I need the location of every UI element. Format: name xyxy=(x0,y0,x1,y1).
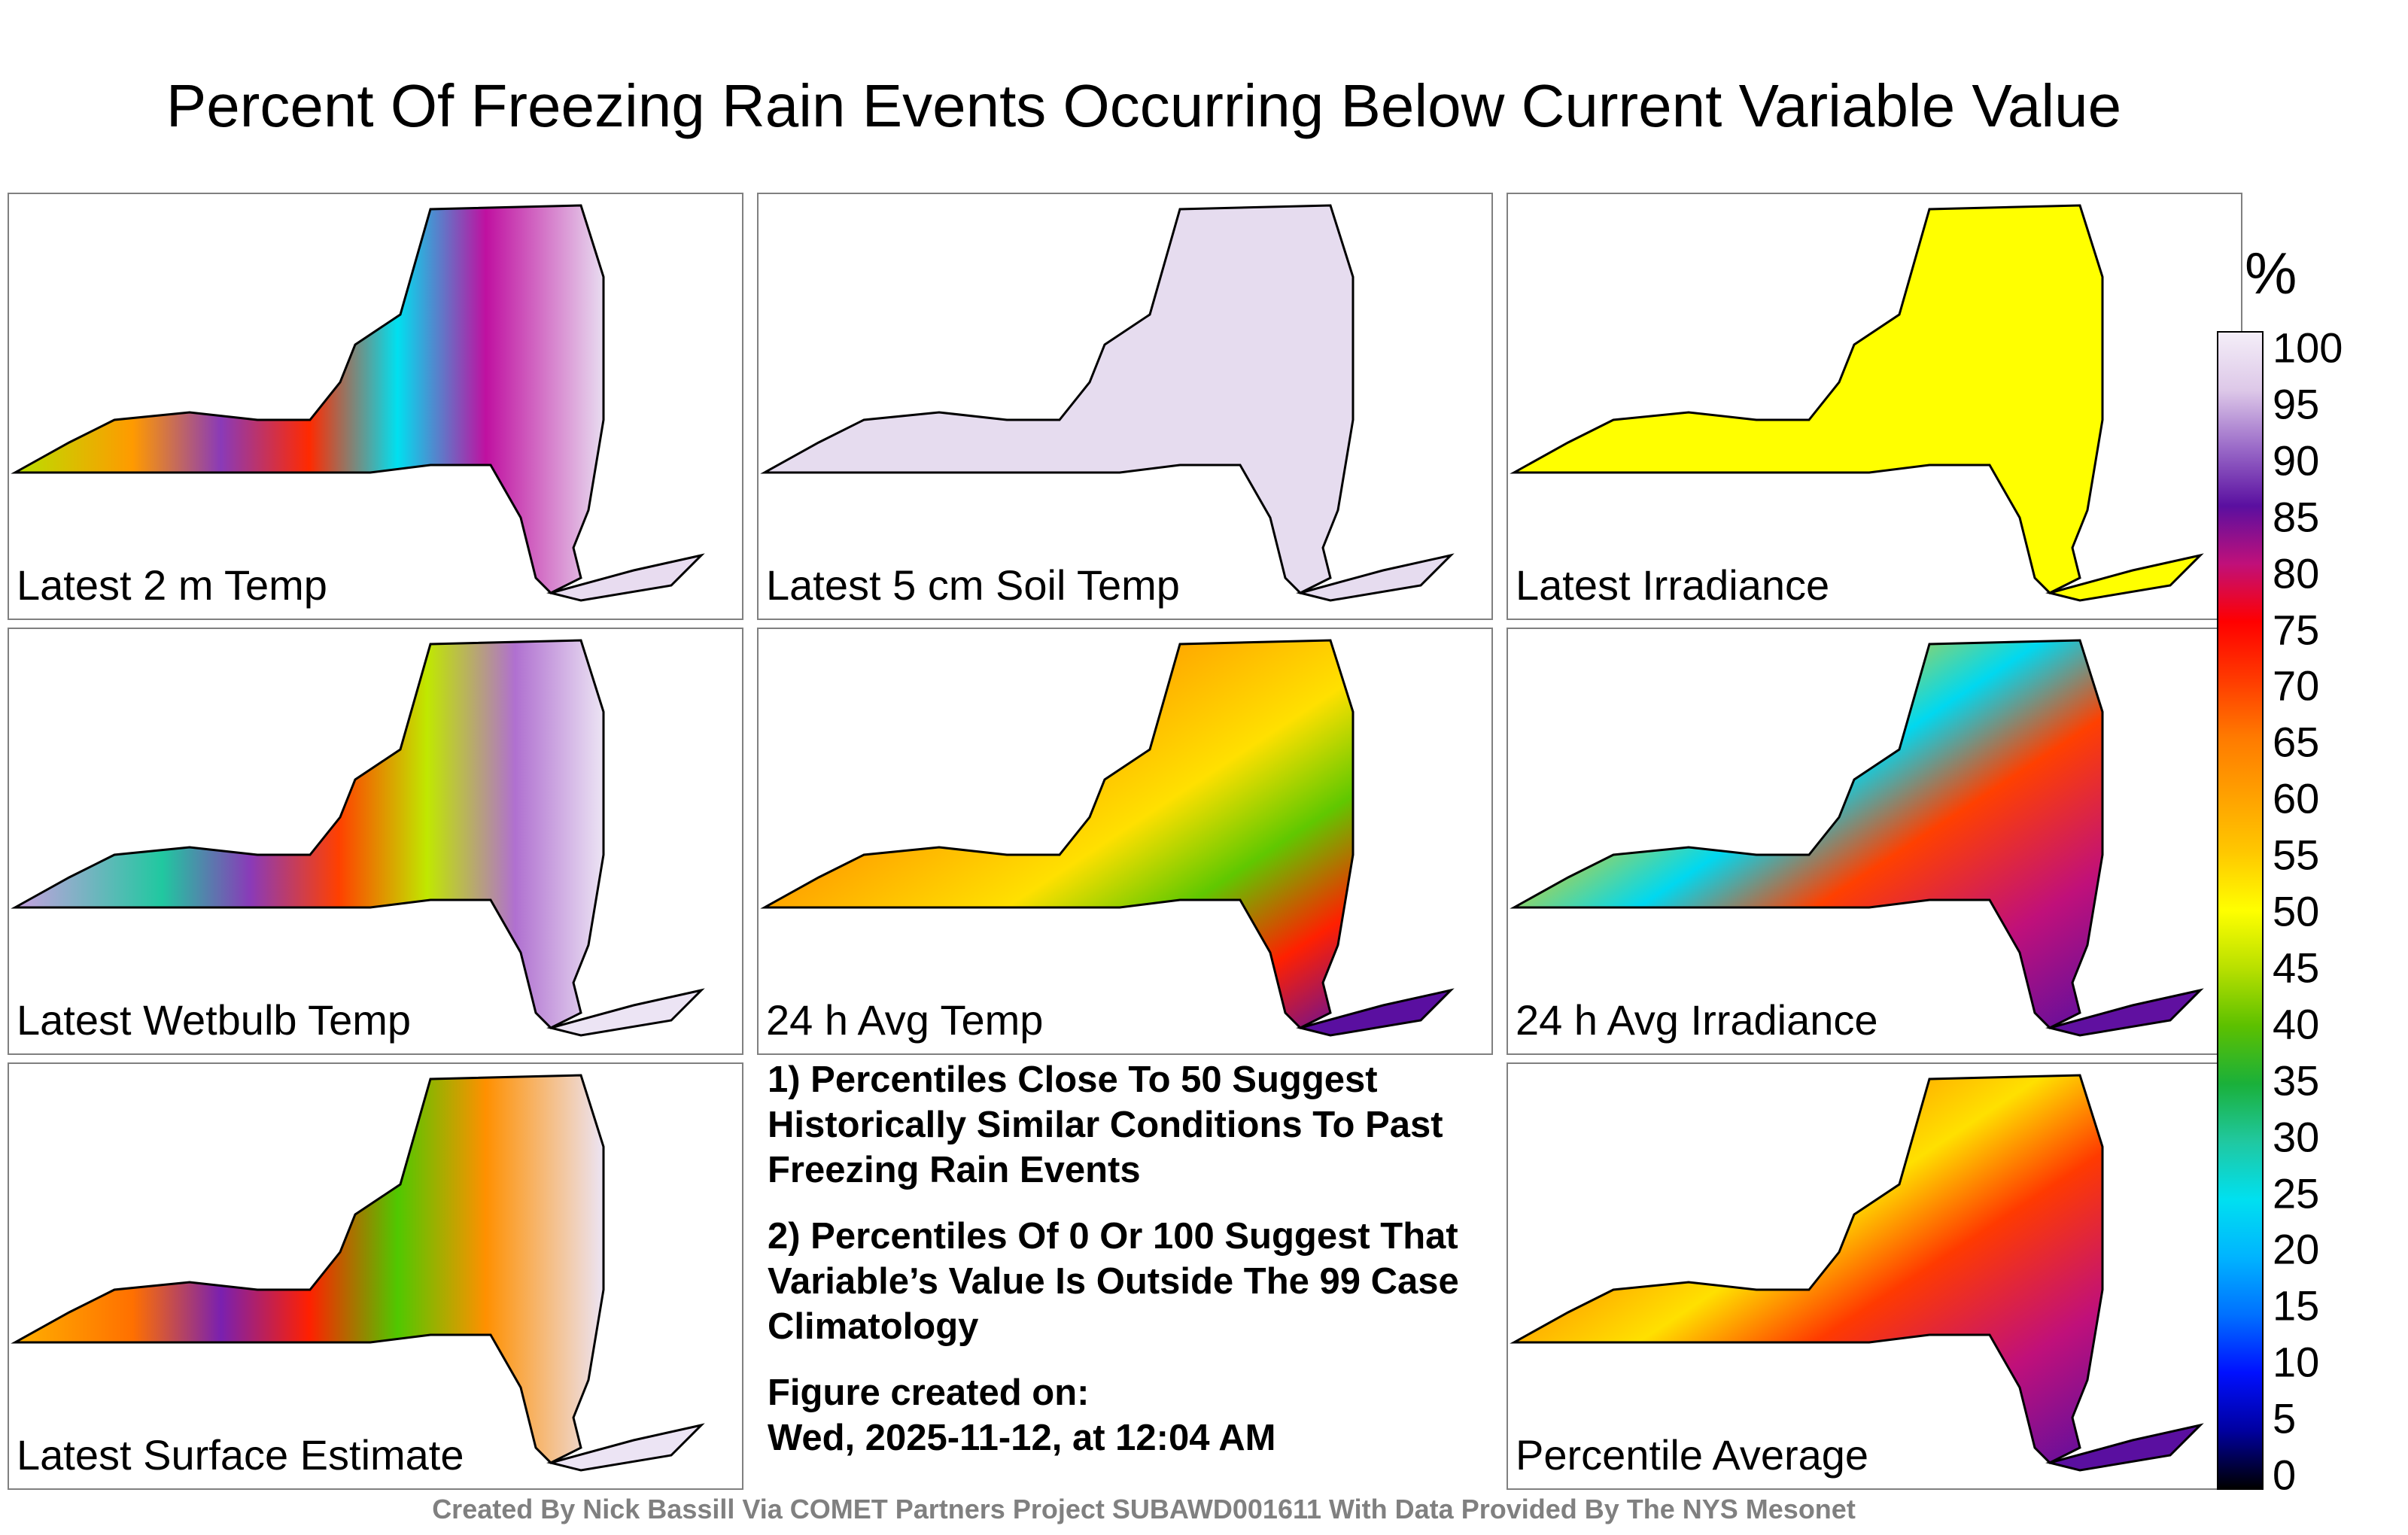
panel-latest-wetbulb-temp: Latest Wetbulb Temp xyxy=(8,628,743,1055)
colorbar-tick-label: 75 xyxy=(2273,606,2320,653)
colorbar-tick-label: 70 xyxy=(2273,661,2320,710)
figure-title: Percent Of Freezing Rain Events Occurrin… xyxy=(166,72,2122,139)
panel-latest-surface-estimate: Latest Surface Estimate xyxy=(8,1062,743,1490)
colorbar-tick-label: 65 xyxy=(2273,718,2320,766)
notes-block: 1) Percentiles Close To 50 Suggest Histo… xyxy=(768,1057,1475,1461)
colorbar-tick-label: 90 xyxy=(2273,436,2320,485)
colorbar-tick-label: 50 xyxy=(2273,887,2320,935)
colorbar-tick-label: 85 xyxy=(2273,493,2320,541)
map-new-york-state xyxy=(11,204,705,602)
map-new-york-state xyxy=(760,639,1455,1037)
colorbar-tick-label: 60 xyxy=(2273,774,2320,822)
created-value: Wed, 2025-11-12, at 12:04 AM xyxy=(768,1418,1276,1458)
panel-latest-irradiance: Latest Irradiance xyxy=(1507,193,2242,620)
colorbar-tick-label: 30 xyxy=(2273,1113,2320,1161)
map-new-york-state xyxy=(1510,204,2204,602)
panel-label: 24 h Avg Temp xyxy=(766,996,1044,1044)
credit-line: Created By Nick Bassill Via COMET Partne… xyxy=(432,1494,1856,1524)
panel-label: Latest Wetbulb Temp xyxy=(17,996,412,1044)
colorbar-tick-label: 15 xyxy=(2273,1281,2320,1330)
map-new-york-state xyxy=(11,1074,705,1472)
panel-label: Percentile Average xyxy=(1516,1431,1869,1479)
panel-label: Latest 2 m Temp xyxy=(17,561,327,609)
colorbar-tick-label: 0 xyxy=(2273,1451,2297,1499)
colorbar-tick-label: 45 xyxy=(2273,944,2320,992)
map-new-york-state xyxy=(11,639,705,1037)
colorbar-tick-label: 5 xyxy=(2273,1394,2297,1442)
map-new-york-state xyxy=(760,204,1455,602)
colorbar-tick-label: 100 xyxy=(2273,324,2343,372)
panel-label: Latest Surface Estimate xyxy=(17,1431,464,1479)
colorbar-tick-label: 40 xyxy=(2273,1000,2320,1048)
map-new-york-state xyxy=(1510,639,2204,1037)
colorbar-tick-label: 55 xyxy=(2273,831,2320,879)
colorbar-tick-label: 20 xyxy=(2273,1225,2320,1273)
panel-latest-5cm-soil-temp: Latest 5 cm Soil Temp xyxy=(757,193,1493,620)
note-2: 2) Percentiles Of 0 Or 100 Suggest That … xyxy=(768,1216,1459,1347)
colorbar-unit: % xyxy=(2245,240,2297,306)
colorbar-tick-label: 80 xyxy=(2273,549,2320,597)
colorbar-tick-label: 35 xyxy=(2273,1056,2320,1105)
panel-latest-2m-temp: Latest 2 m Temp xyxy=(8,193,743,620)
colorbar-tick-label: 10 xyxy=(2273,1338,2320,1386)
created-label: Figure created on: xyxy=(768,1372,1090,1413)
note-1: 1) Percentiles Close To 50 Suggest Histo… xyxy=(768,1059,1443,1190)
colorbar-tick-label: 95 xyxy=(2273,380,2320,428)
map-new-york-state xyxy=(1510,1074,2204,1472)
colorbar xyxy=(2217,331,2264,1490)
colorbar-tick-label: 25 xyxy=(2273,1169,2320,1217)
panel-percentile-average: Percentile Average xyxy=(1507,1062,2242,1490)
panel-label: Latest Irradiance xyxy=(1516,561,1830,609)
panel-label: Latest 5 cm Soil Temp xyxy=(766,561,1180,609)
panel-24h-avg-temp: 24 h Avg Temp xyxy=(757,628,1493,1055)
panel-label: 24 h Avg Irradiance xyxy=(1516,996,1878,1044)
panel-24h-avg-irradiance: 24 h Avg Irradiance xyxy=(1507,628,2242,1055)
